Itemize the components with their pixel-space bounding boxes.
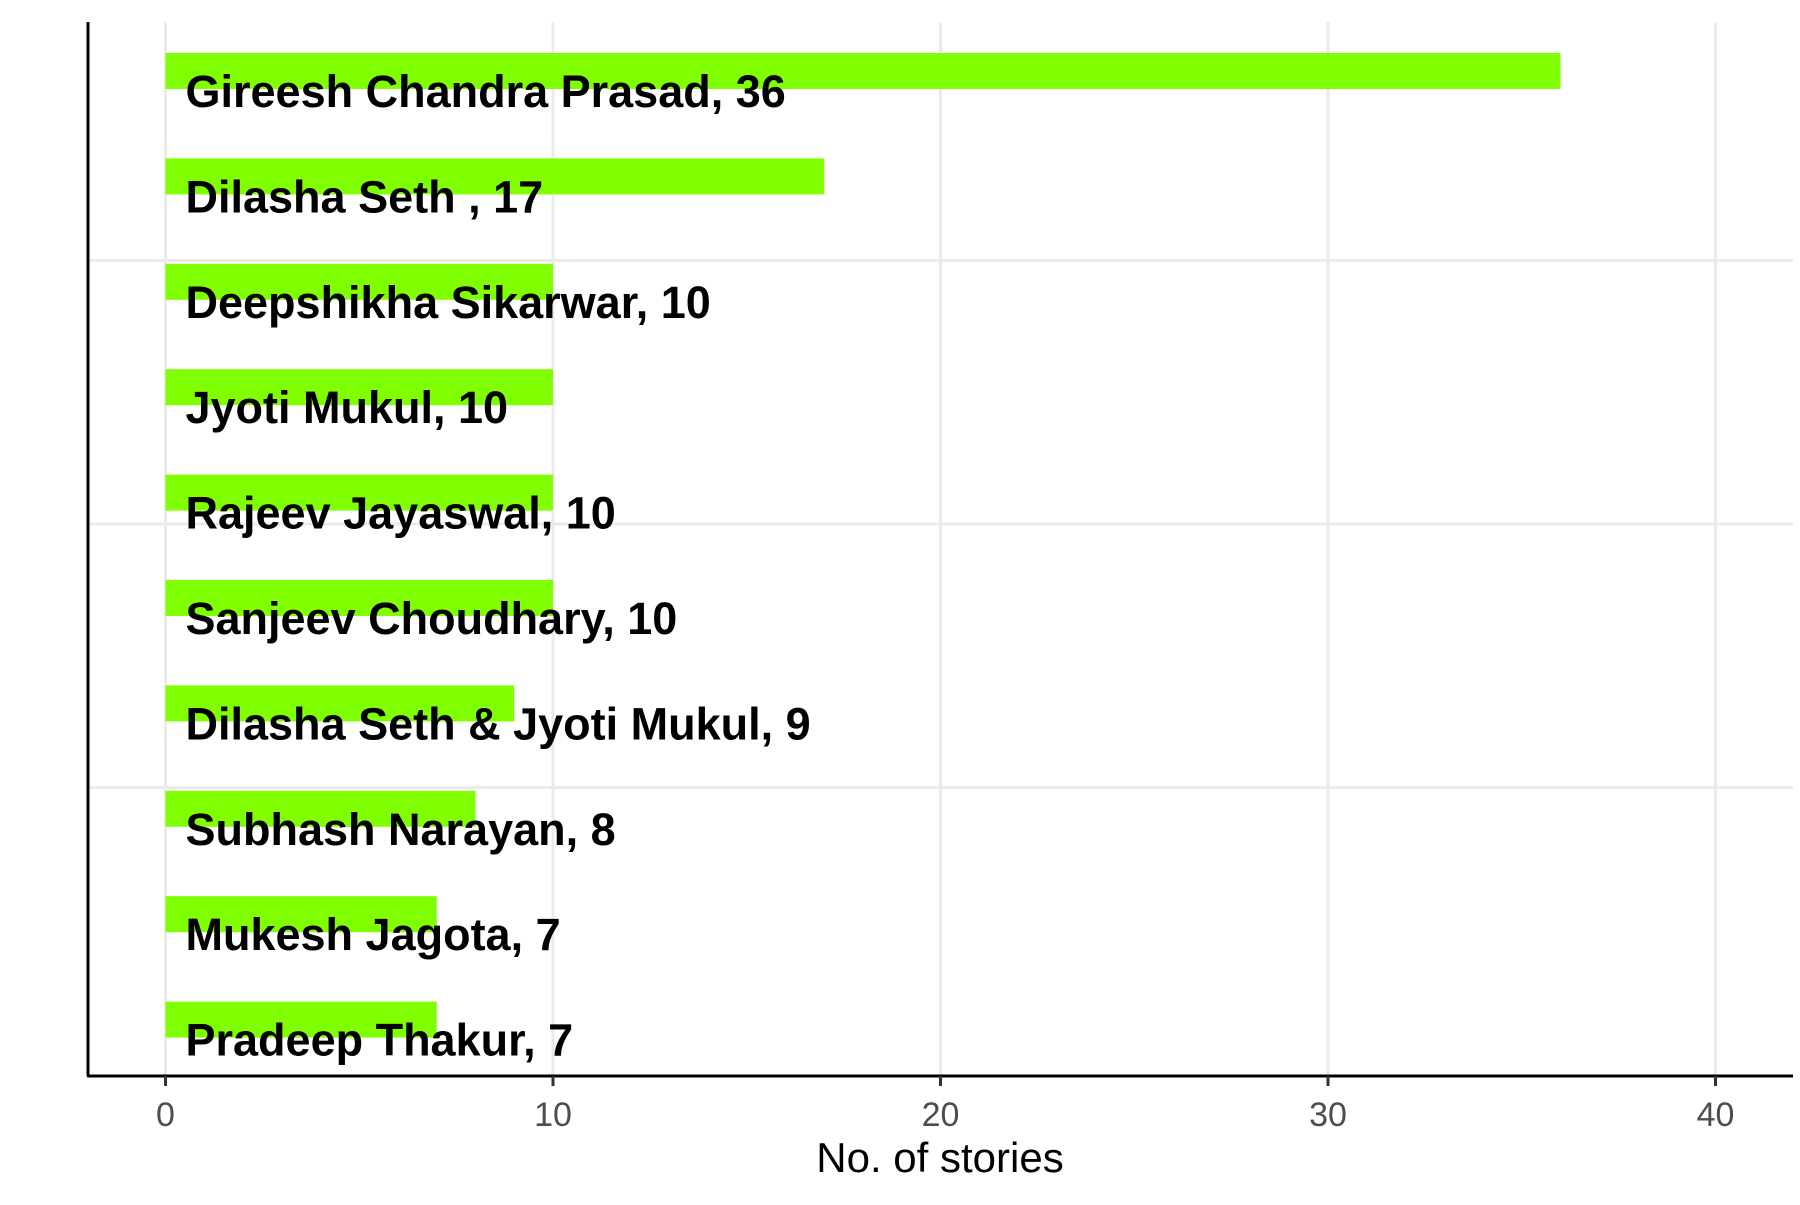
x-axis-title: No. of stories xyxy=(816,1134,1063,1181)
bar-data-label: Rajeev Jayaswal, 10 xyxy=(186,488,616,539)
bar-data-label: Deepshikha Sikarwar, 10 xyxy=(186,277,711,328)
axis-layer: 0 10 20 30 40 xyxy=(86,22,1793,1134)
bar xyxy=(165,580,553,616)
x-tick-label: 20 xyxy=(922,1096,960,1134)
x-tick-label: 0 xyxy=(156,1096,175,1134)
bar xyxy=(165,896,437,933)
bar xyxy=(165,158,825,195)
x-tick-label: 30 xyxy=(1309,1096,1347,1134)
bar xyxy=(165,474,553,511)
bar xyxy=(165,685,515,722)
bar xyxy=(165,790,476,827)
bar xyxy=(165,1001,437,1038)
bar-data-label: Pradeep Thakur, 7 xyxy=(186,1015,574,1066)
bar xyxy=(165,53,1561,89)
bar-data-label: Dilasha Seth , 17 xyxy=(186,171,544,222)
bar-data-label: Dilasha Seth & Jyoti Mukul, 9 xyxy=(186,698,811,749)
bar-data-label: Gireesh Chandra Prasad, 36 xyxy=(186,66,786,117)
bar-data-label: Sanjeev Choudhary, 10 xyxy=(186,593,678,644)
bar-data-label: Subhash Narayan, 8 xyxy=(186,804,616,855)
x-tick-label: 40 xyxy=(1697,1096,1735,1134)
bar-labels-layer: Gireesh Chandra Prasad, 36 Dilasha Seth ,… xyxy=(186,66,811,1066)
bar-data-label: Jyoti Mukul, 10 xyxy=(186,382,509,433)
bar xyxy=(165,263,553,300)
bar-data-label: Mukesh Jagota, 7 xyxy=(186,909,561,960)
x-tick-label: 10 xyxy=(534,1096,572,1134)
bars-layer xyxy=(165,53,1561,1038)
grid-layer xyxy=(88,22,1793,1076)
bar xyxy=(165,369,553,406)
